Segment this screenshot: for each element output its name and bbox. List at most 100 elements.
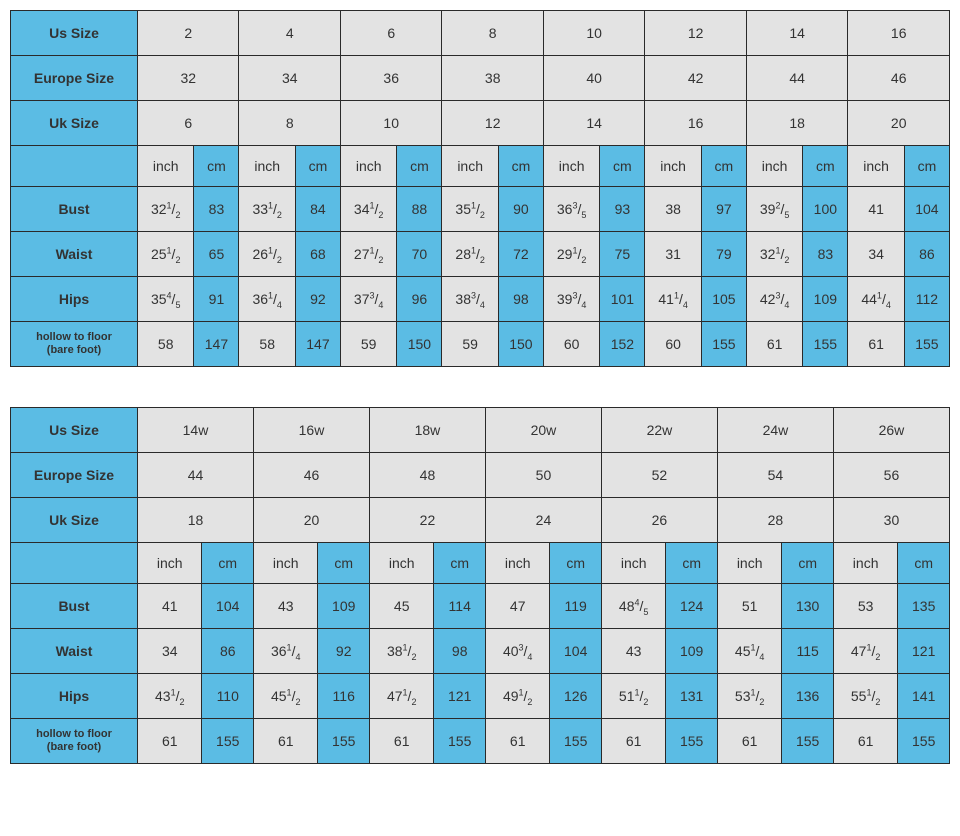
hips-inch-5: 531/2 — [717, 674, 781, 719]
size-us-3: 20w — [485, 408, 601, 453]
bust-inch-2: 341/2 — [340, 187, 396, 232]
hips-inch-0: 431/2 — [138, 674, 202, 719]
waist-cm-7: 86 — [904, 232, 949, 277]
size-us-3: 8 — [442, 11, 543, 56]
waist-cm-3: 104 — [550, 629, 602, 674]
bust-inch-3: 47 — [485, 584, 549, 629]
hips-cm-5: 136 — [782, 674, 834, 719]
waist-inch-4: 291/2 — [543, 232, 599, 277]
size-europe-5: 42 — [645, 56, 746, 101]
waist-inch-3: 281/2 — [442, 232, 498, 277]
size-uk-5: 28 — [717, 498, 833, 543]
bust-inch-6: 392/5 — [746, 187, 802, 232]
waist-cm-5: 115 — [782, 629, 834, 674]
hips-cm-3: 126 — [550, 674, 602, 719]
bust-cm-2: 88 — [397, 187, 442, 232]
unit-inch-5: inch — [645, 146, 701, 187]
unit-inch-1: inch — [253, 543, 317, 584]
waist-cm-2: 70 — [397, 232, 442, 277]
row-header-uk: Uk Size — [11, 498, 138, 543]
unit-cm-1: cm — [295, 146, 340, 187]
h2f-inch-4: 61 — [601, 719, 665, 764]
unit-inch-5: inch — [717, 543, 781, 584]
waist-inch-1: 361/4 — [253, 629, 317, 674]
waist-inch-5: 451/4 — [717, 629, 781, 674]
h2f-inch-2: 59 — [340, 322, 396, 367]
unit-inch-2: inch — [340, 146, 396, 187]
h2f-cm-3: 155 — [550, 719, 602, 764]
unit-inch-6: inch — [746, 146, 802, 187]
size-us-0: 14w — [138, 408, 254, 453]
waist-cm-5: 79 — [701, 232, 746, 277]
unit-inch-3: inch — [485, 543, 549, 584]
waist-cm-6: 121 — [898, 629, 950, 674]
h2f-inch-4: 60 — [543, 322, 599, 367]
h2f-cm-6: 155 — [803, 322, 848, 367]
waist-cm-2: 98 — [434, 629, 486, 674]
size-us-4: 22w — [601, 408, 717, 453]
hips-inch-6: 423/4 — [746, 277, 802, 322]
unit-cm-5: cm — [782, 543, 834, 584]
unit-inch-7: inch — [848, 146, 904, 187]
h2f-cm-1: 147 — [295, 322, 340, 367]
bust-cm-0: 83 — [194, 187, 239, 232]
size-uk-4: 26 — [601, 498, 717, 543]
hips-cm-0: 110 — [202, 674, 254, 719]
h2f-cm-4: 155 — [666, 719, 718, 764]
unit-cm-2: cm — [397, 146, 442, 187]
size-europe-1: 46 — [253, 453, 369, 498]
unit-cm-0: cm — [194, 146, 239, 187]
bust-cm-6: 100 — [803, 187, 848, 232]
waist-inch-5: 31 — [645, 232, 701, 277]
waist-inch-0: 34 — [138, 629, 202, 674]
unit-cm-1: cm — [318, 543, 370, 584]
bust-cm-4: 124 — [666, 584, 718, 629]
size-europe-0: 44 — [138, 453, 254, 498]
hips-inch-3: 491/2 — [485, 674, 549, 719]
bust-inch-6: 53 — [833, 584, 897, 629]
h2f-cm-2: 155 — [434, 719, 486, 764]
waist-cm-3: 72 — [498, 232, 543, 277]
size-europe-5: 54 — [717, 453, 833, 498]
bust-inch-0: 41 — [138, 584, 202, 629]
size-uk-7: 20 — [848, 101, 950, 146]
hips-cm-5: 105 — [701, 277, 746, 322]
hips-inch-0: 354/5 — [138, 277, 194, 322]
bust-cm-4: 93 — [600, 187, 645, 232]
size-uk-0: 6 — [138, 101, 239, 146]
h2f-cm-7: 155 — [904, 322, 949, 367]
size-uk-2: 22 — [369, 498, 485, 543]
unit-cm-6: cm — [803, 146, 848, 187]
unit-cm-5: cm — [701, 146, 746, 187]
bust-inch-2: 45 — [369, 584, 433, 629]
bust-cm-6: 135 — [898, 584, 950, 629]
size-us-2: 18w — [369, 408, 485, 453]
size-us-2: 6 — [340, 11, 441, 56]
size-europe-6: 44 — [746, 56, 847, 101]
bust-cm-5: 130 — [782, 584, 834, 629]
h2f-cm-3: 150 — [498, 322, 543, 367]
size-us-6: 26w — [833, 408, 949, 453]
waist-inch-3: 403/4 — [485, 629, 549, 674]
h2f-inch-5: 61 — [717, 719, 781, 764]
unit-inch-4: inch — [543, 146, 599, 187]
hips-inch-6: 551/2 — [833, 674, 897, 719]
unit-cm-3: cm — [498, 146, 543, 187]
size-us-7: 16 — [848, 11, 950, 56]
row-header-europe: Europe Size — [11, 453, 138, 498]
hips-inch-2: 373/4 — [340, 277, 396, 322]
row-header-h2f: hollow to floor(bare foot) — [11, 322, 138, 367]
bust-inch-3: 351/2 — [442, 187, 498, 232]
h2f-cm-0: 147 — [194, 322, 239, 367]
size-chart-container: Us Size246810121416Europe Size3234363840… — [10, 10, 950, 764]
waist-cm-0: 65 — [194, 232, 239, 277]
bust-cm-2: 114 — [434, 584, 486, 629]
waist-cm-1: 92 — [318, 629, 370, 674]
hips-inch-3: 383/4 — [442, 277, 498, 322]
bust-cm-5: 97 — [701, 187, 746, 232]
row-header-hips: Hips — [11, 674, 138, 719]
waist-inch-6: 321/2 — [746, 232, 802, 277]
hips-cm-2: 121 — [434, 674, 486, 719]
size-europe-3: 50 — [485, 453, 601, 498]
size-uk-2: 10 — [340, 101, 441, 146]
